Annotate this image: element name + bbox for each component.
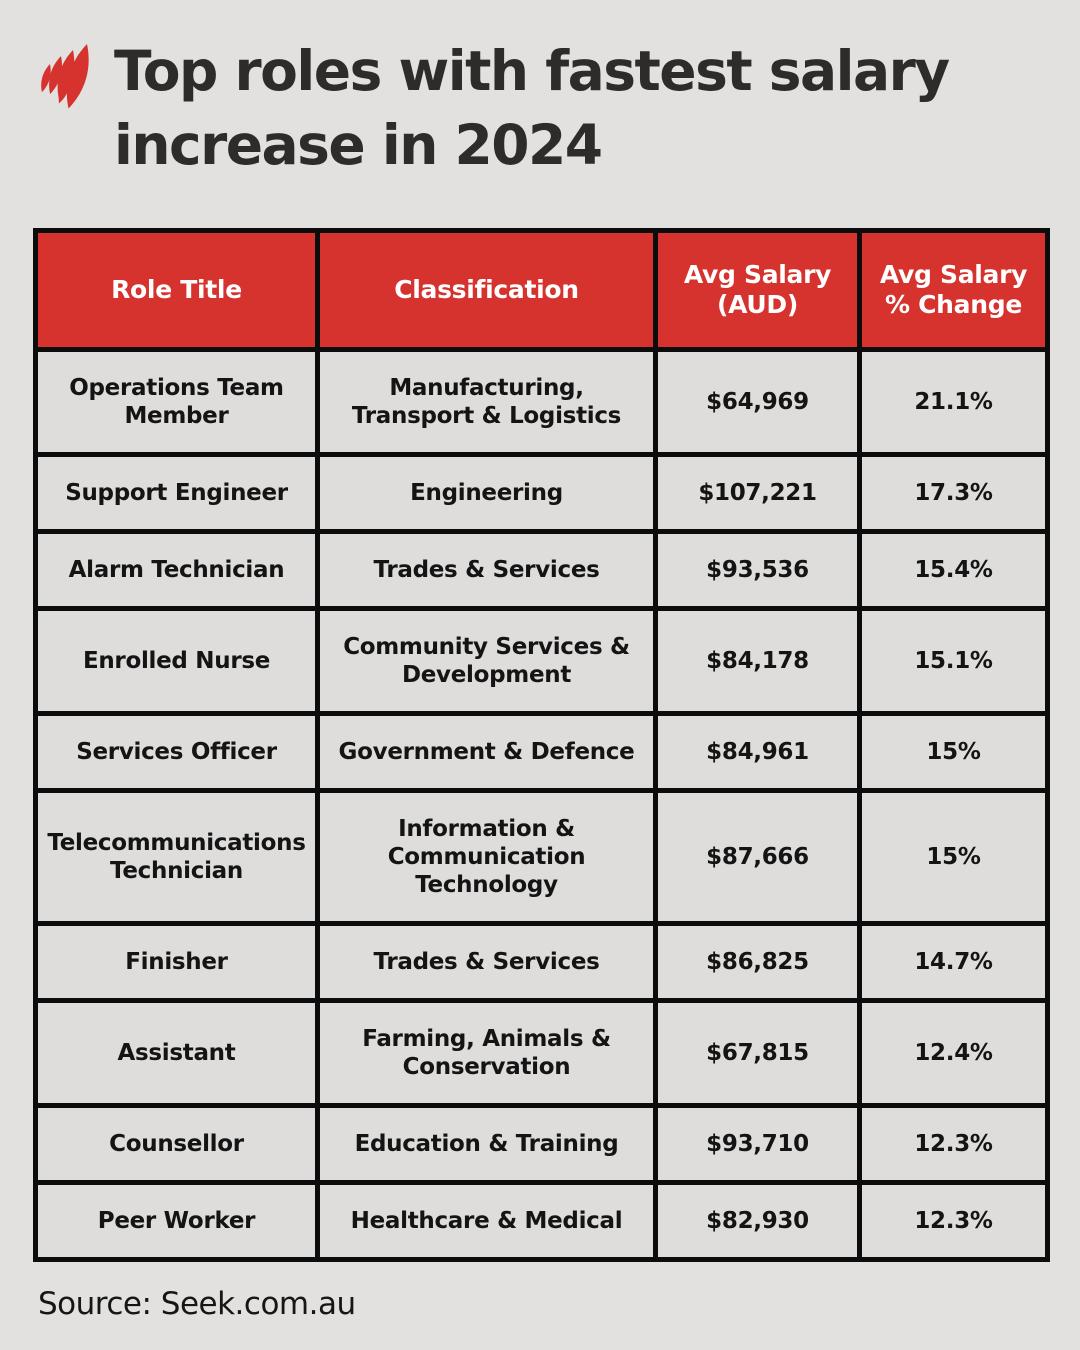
cell-role-title: Counsellor (33, 1103, 320, 1185)
cell-classification: Healthcare & Medical (315, 1180, 658, 1262)
page-title: Top roles with fastest salary increase i… (114, 34, 950, 182)
table-row: Support Engineer Engineering $107,221 17.3% (33, 452, 1050, 534)
cell-classification: Trades & Services (315, 921, 658, 1003)
cell-avg-salary: $93,710 (653, 1103, 862, 1185)
cell-role-title: Finisher (33, 921, 320, 1003)
cell-classification: Farming, Animals & Conservation (315, 998, 658, 1108)
cell-avg-salary: $93,536 (653, 529, 862, 611)
cell-avg-salary: $67,815 (653, 998, 862, 1108)
cell-classification: Engineering (315, 452, 658, 534)
col-header-avg-salary: Avg Salary (AUD) (653, 228, 862, 352)
cell-classification: Government & Defence (315, 711, 658, 793)
cell-salary-change: 15.4% (857, 529, 1050, 611)
cell-avg-salary: $84,961 (653, 711, 862, 793)
table-row: Alarm Technician Trades & Services $93,536… (33, 529, 1050, 611)
cell-avg-salary: $82,930 (653, 1180, 862, 1262)
page-title-line1: Top roles with fastest salary (114, 39, 950, 103)
table-row: Enrolled Nurse Community Services & Devel… (33, 606, 1050, 716)
cell-avg-salary: $107,221 (653, 452, 862, 534)
cell-salary-change: 12.3% (857, 1180, 1050, 1262)
cell-salary-change: 21.1% (857, 347, 1050, 457)
cell-salary-change: 17.3% (857, 452, 1050, 534)
cell-role-title: Enrolled Nurse (33, 606, 320, 716)
sbs-logo-icon (36, 42, 102, 124)
cell-salary-change: 15.1% (857, 606, 1050, 716)
cell-salary-change: 12.4% (857, 998, 1050, 1108)
cell-avg-salary: $86,825 (653, 921, 862, 1003)
col-header-salary-change: Avg Salary % Change (857, 228, 1050, 352)
cell-classification: Trades & Services (315, 529, 658, 611)
table-row: Services Officer Government & Defence $84,… (33, 711, 1050, 793)
table-row: Peer Worker Healthcare & Medical $82,930 12… (33, 1180, 1050, 1262)
table-row: Finisher Trades & Services $86,825 14.7% (33, 921, 1050, 1003)
cell-role-title: Peer Worker (33, 1180, 320, 1262)
source-caption: Source: Seek.com.au (38, 1286, 356, 1322)
table-row: Counsellor Education & Training $93,710 12.… (33, 1103, 1050, 1185)
cell-role-title: Operations Team Member (33, 347, 320, 457)
cell-classification: Manufacturing, Transport & Logistics (315, 347, 658, 457)
cell-avg-salary: $84,178 (653, 606, 862, 716)
cell-classification: Information & Communication Technology (315, 788, 658, 926)
masthead: Top roles with fastest salary increase i… (36, 34, 950, 182)
cell-role-title: Services Officer (33, 711, 320, 793)
cell-salary-change: 12.3% (857, 1103, 1050, 1185)
cell-salary-change: 14.7% (857, 921, 1050, 1003)
col-header-role-title: Role Title (33, 228, 320, 352)
cell-role-title: Assistant (33, 998, 320, 1108)
table-row: Assistant Farming, Animals & Conservation… (33, 998, 1050, 1108)
cell-classification: Community Services & Development (315, 606, 658, 716)
cell-avg-salary: $87,666 (653, 788, 862, 926)
cell-role-title: Support Engineer (33, 452, 320, 534)
cell-salary-change: 15% (857, 788, 1050, 926)
salary-table-container: Role Title Classification Avg Salary (AU… (33, 228, 1050, 1262)
salary-table: Role Title Classification Avg Salary (AU… (33, 228, 1050, 1262)
table-header-row: Role Title Classification Avg Salary (AU… (33, 228, 1050, 352)
col-header-classification: Classification (315, 228, 658, 352)
cell-classification: Education & Training (315, 1103, 658, 1185)
cell-avg-salary: $64,969 (653, 347, 862, 457)
cell-salary-change: 15% (857, 711, 1050, 793)
table-row: Operations Team Member Manufacturing, Tra… (33, 347, 1050, 457)
cell-role-title: Telecommunications Technician (33, 788, 320, 926)
table-body: Operations Team Member Manufacturing, Tra… (33, 347, 1050, 1262)
table-row: Telecommunications Technician Information… (33, 788, 1050, 926)
cell-role-title: Alarm Technician (33, 529, 320, 611)
page-title-line2: increase in 2024 (114, 113, 603, 177)
